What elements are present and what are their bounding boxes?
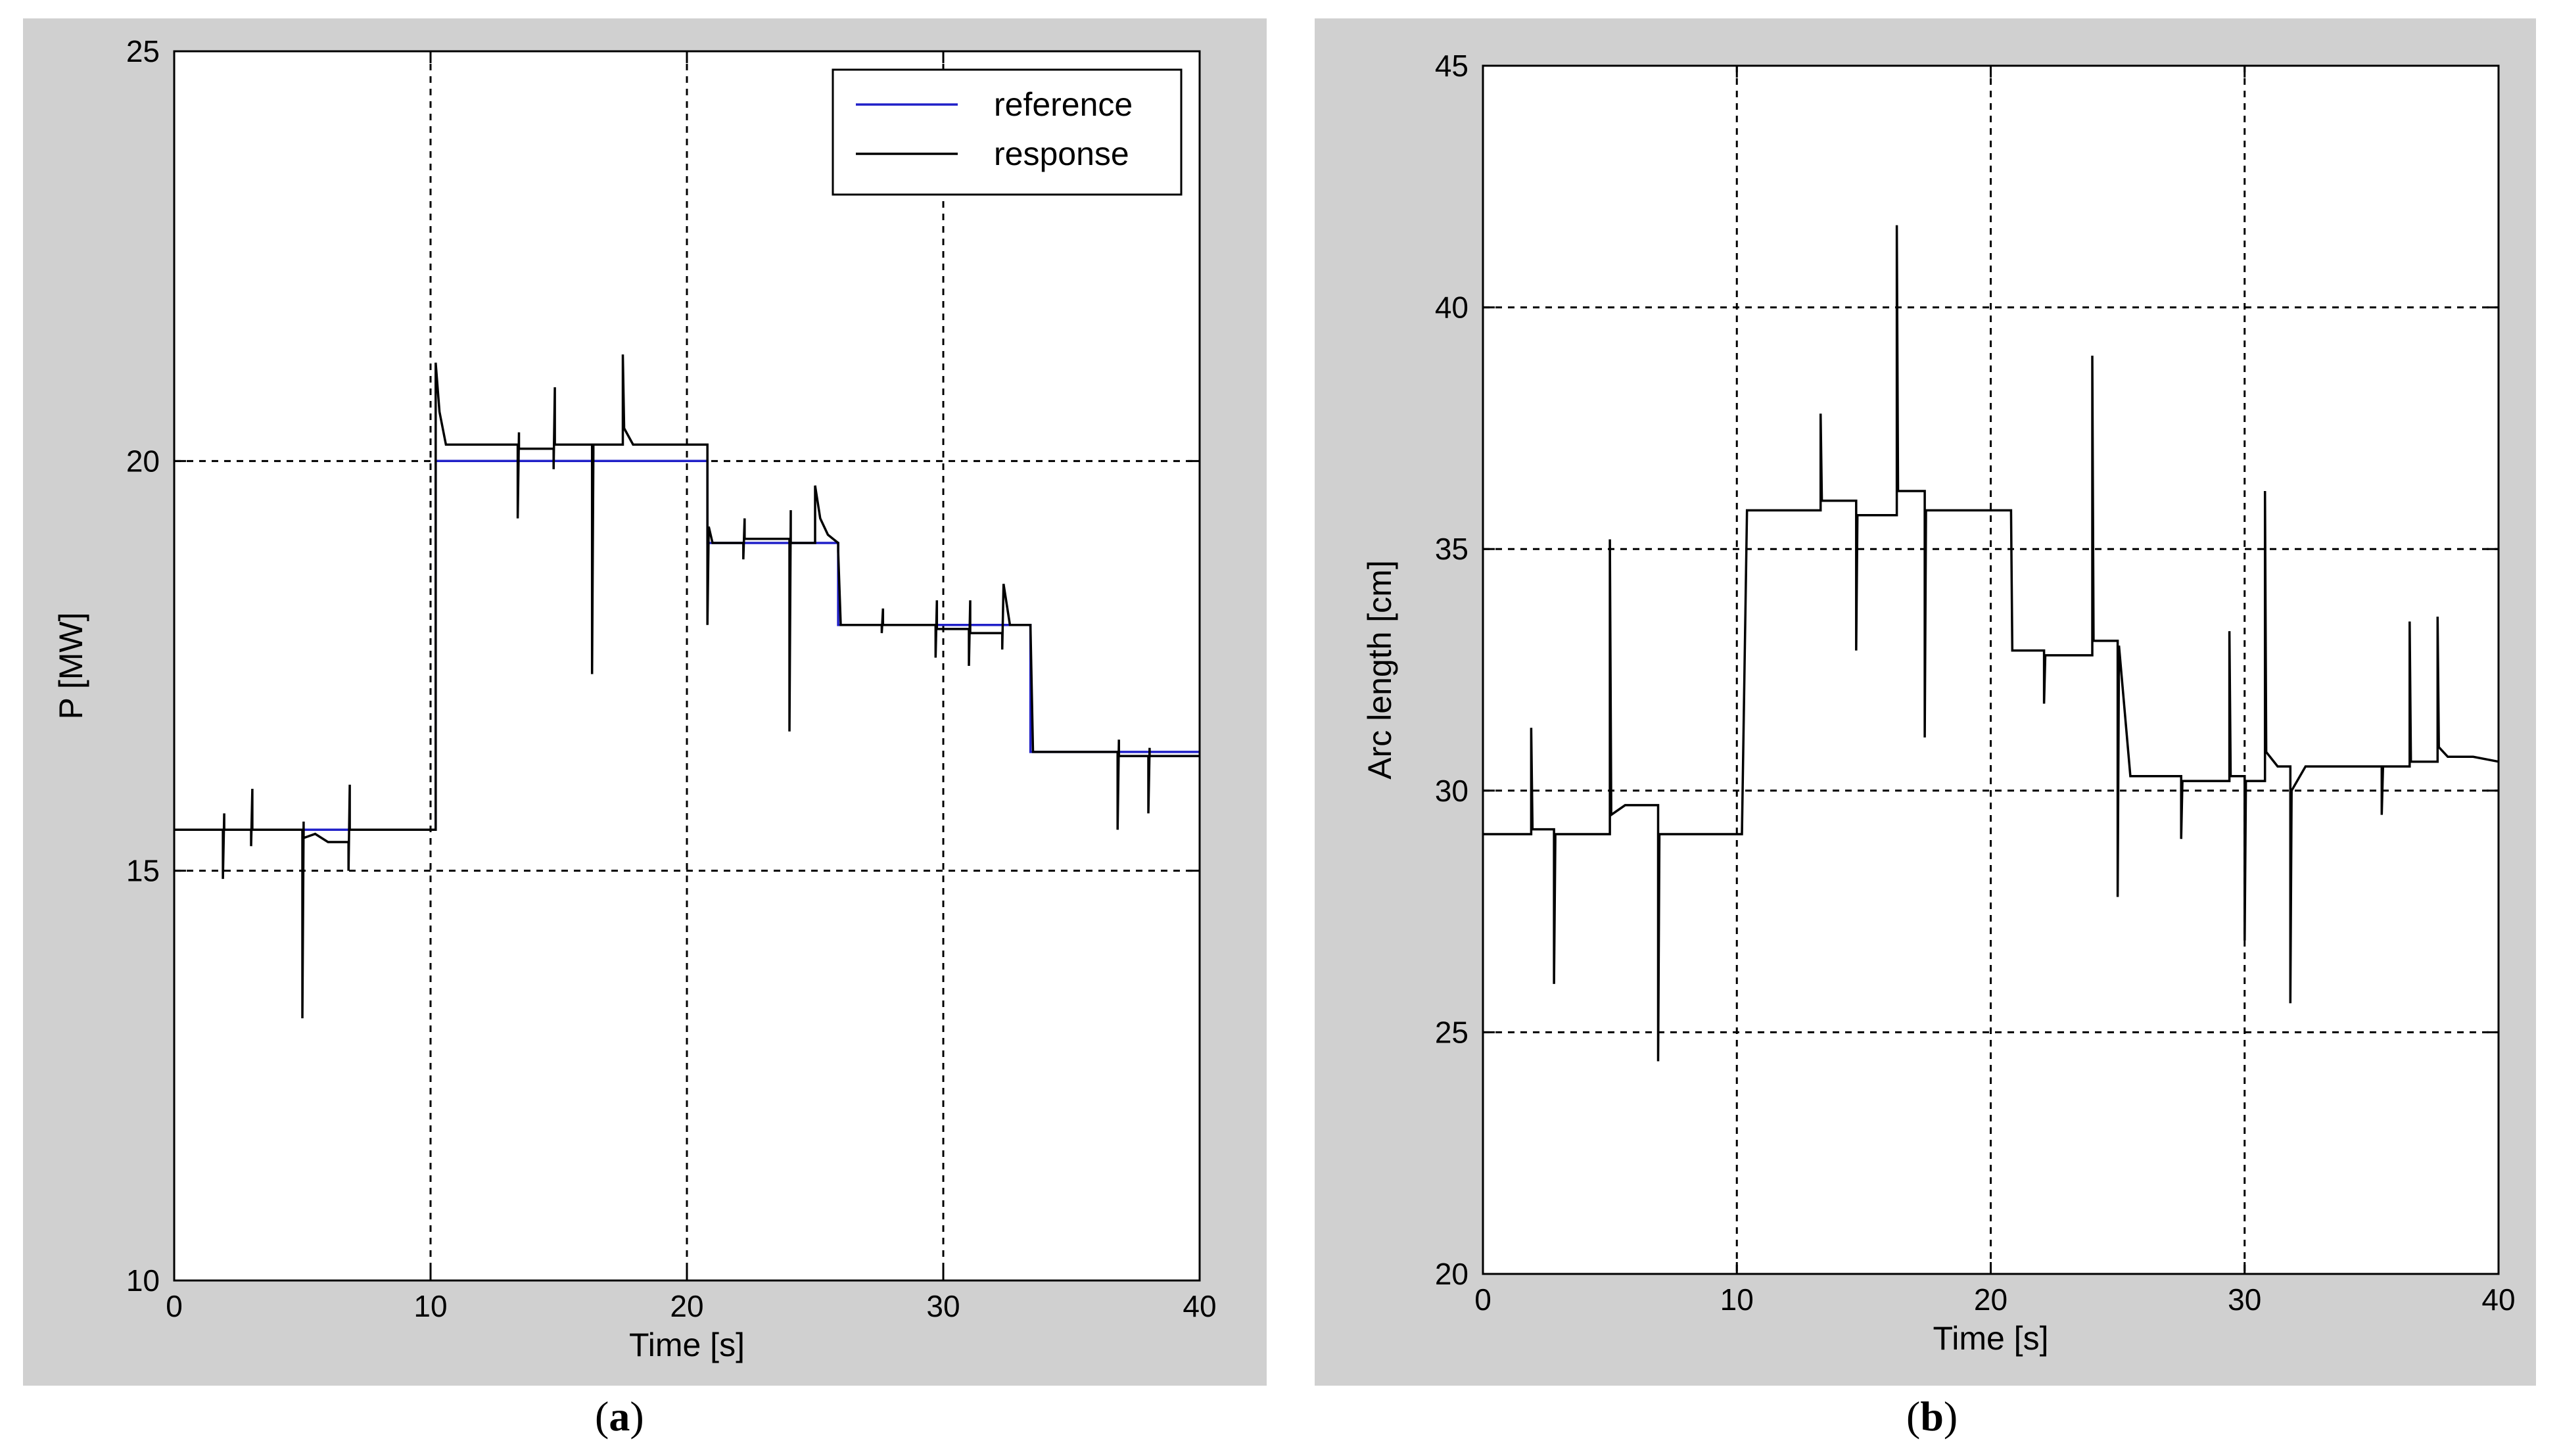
x-tick-label: 0 [1474, 1282, 1491, 1317]
x-tick-label: 40 [2481, 1282, 2515, 1317]
x-tick-label: 10 [1720, 1282, 1754, 1317]
x-axis-label: Time [s] [1933, 1320, 2049, 1357]
x-tick-label: 30 [926, 1289, 960, 1323]
x-tick-label: 0 [166, 1289, 183, 1323]
x-tick-label: 10 [413, 1289, 447, 1323]
x-tick-label: 40 [1183, 1289, 1216, 1323]
y-tick-label: 45 [1435, 49, 1468, 83]
legend-box [832, 68, 1183, 196]
chart-panel-b: 0 10 20 30 40 20 25 30 35 40 45 Time [s] Arc length … [1315, 18, 2536, 1386]
y-axis-label: Arc length [cm] [1361, 560, 1398, 779]
y-tick-label: 25 [1435, 1015, 1468, 1049]
chart-b-svg: 0 10 20 30 40 20 25 30 35 40 45 Time [s] Arc length … [1361, 49, 2516, 1357]
legend: reference response [832, 68, 1183, 196]
series-line-response [174, 354, 1200, 1019]
caption-a: (a) [595, 1393, 644, 1440]
legend-label-reference: reference [994, 86, 1133, 123]
x-axis-label: Time [s] [629, 1327, 745, 1363]
x-tick-label: 20 [1974, 1282, 2007, 1317]
y-tick-label: 40 [1435, 291, 1468, 325]
y-tick-label: 10 [126, 1263, 160, 1298]
caption-b: (b) [1906, 1393, 1958, 1440]
y-tick-label: 25 [126, 34, 160, 68]
y-tick-label: 20 [126, 444, 160, 478]
x-tick-label: 20 [670, 1289, 703, 1323]
chart-panel-a: 0 10 20 30 40 10 15 20 25 Time [s] P [MW] reference… [23, 18, 1267, 1386]
y-axis-label: P [MW] [53, 613, 89, 720]
y-tick-label: 35 [1435, 532, 1468, 566]
y-tick-label: 20 [1435, 1257, 1468, 1291]
legend-label-response: response [994, 135, 1129, 172]
y-tick-label: 15 [126, 854, 160, 888]
y-tick-label: 30 [1435, 774, 1468, 808]
x-tick-label: 30 [2228, 1282, 2261, 1317]
series-line-arc-length [1483, 225, 2499, 1062]
